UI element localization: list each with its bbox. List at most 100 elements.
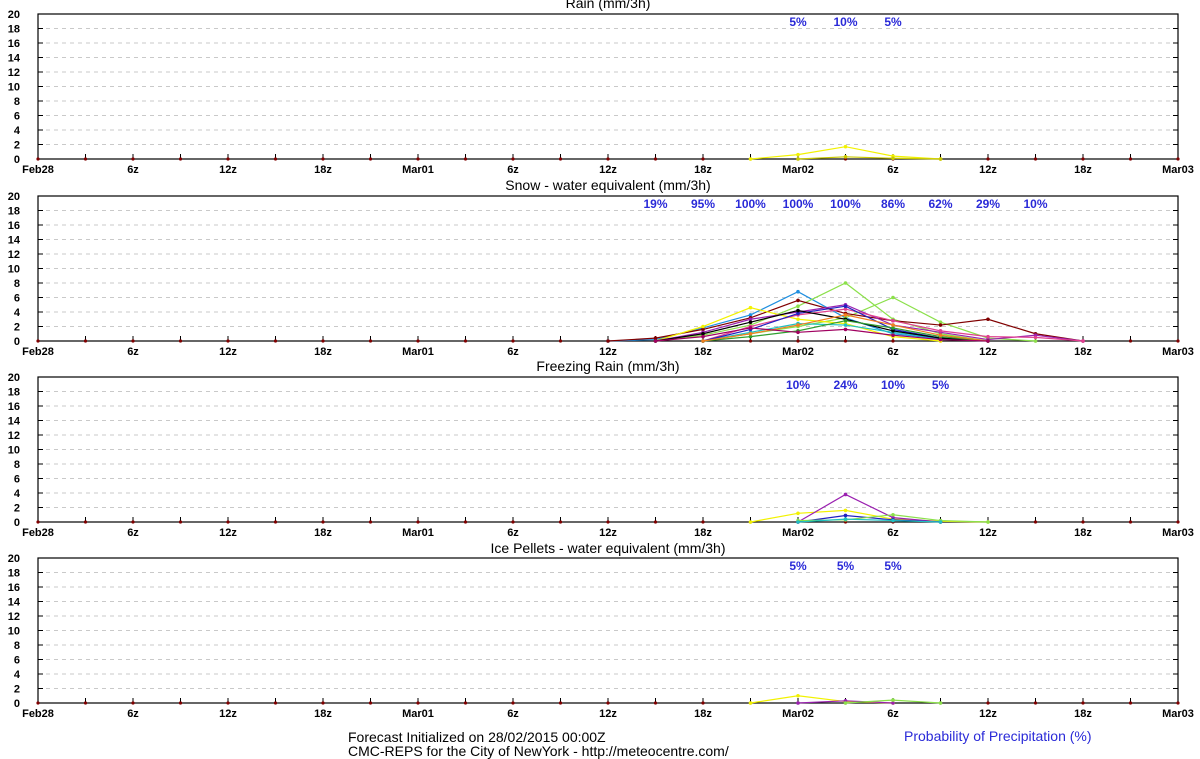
y-tick-label: 4 bbox=[14, 125, 21, 137]
y-tick-label: 2 bbox=[14, 503, 20, 515]
data-point bbox=[748, 305, 753, 310]
zero-marker bbox=[748, 339, 753, 343]
x-tick-label: 12z bbox=[599, 346, 617, 358]
data-point bbox=[843, 323, 848, 327]
zero-marker bbox=[321, 339, 325, 343]
zero-marker bbox=[891, 339, 895, 343]
y-tick-label: 2 bbox=[14, 140, 20, 152]
y-tick-label: 14 bbox=[8, 235, 21, 247]
y-tick-label: 10 bbox=[8, 264, 20, 276]
zero-marker bbox=[558, 339, 563, 343]
data-point bbox=[986, 339, 990, 343]
panel-1: Rain (mm/3h) 0 2 4 6 8 10 12 14 16 18 20 Feb28 6z 12z 1… bbox=[8, 0, 1194, 176]
zero-marker bbox=[463, 339, 468, 343]
panel-title: Freezing Rain (mm/3h) bbox=[536, 358, 679, 374]
data-point bbox=[843, 513, 848, 518]
series-line bbox=[655, 327, 989, 342]
y-tick-label: 4 bbox=[14, 488, 21, 500]
y-tick-label: 8 bbox=[14, 640, 20, 652]
y-tick-label: 20 bbox=[8, 553, 20, 565]
zero-marker bbox=[653, 701, 658, 705]
probability-label: 5% bbox=[884, 559, 902, 573]
data-point bbox=[748, 520, 753, 524]
x-tick-label: 12z bbox=[979, 527, 997, 539]
y-tick-label: 12 bbox=[8, 430, 20, 442]
x-tick-label: 18z bbox=[694, 164, 712, 176]
zero-marker bbox=[36, 701, 40, 705]
zero-marker bbox=[1176, 701, 1180, 705]
y-tick-label: 12 bbox=[8, 611, 20, 623]
y-tick-label: 14 bbox=[8, 416, 21, 428]
zero-marker bbox=[416, 701, 420, 705]
y-tick-label: 18 bbox=[8, 206, 20, 218]
x-tick-label: 18z bbox=[694, 346, 712, 358]
y-tick-label: 2 bbox=[14, 322, 20, 334]
data-point bbox=[938, 701, 943, 705]
probability-label: 86% bbox=[881, 197, 905, 211]
y-tick-label: 10 bbox=[8, 445, 20, 457]
probability-label: 10% bbox=[1023, 197, 1047, 211]
x-tick-label: 6z bbox=[127, 164, 139, 176]
data-point bbox=[843, 701, 848, 705]
probability-label: 5% bbox=[789, 559, 807, 573]
series-line bbox=[655, 309, 989, 342]
data-point bbox=[1033, 339, 1038, 343]
zero-marker bbox=[416, 339, 420, 343]
data-point bbox=[796, 157, 800, 161]
zero-marker bbox=[701, 157, 705, 161]
series-line bbox=[797, 493, 941, 523]
y-tick-label: 16 bbox=[8, 38, 20, 50]
zero-marker bbox=[463, 520, 468, 524]
x-tick-label: 6z bbox=[887, 164, 899, 176]
zero-marker bbox=[1128, 701, 1133, 705]
zero-marker bbox=[273, 701, 278, 705]
y-tick-label: 10 bbox=[8, 626, 20, 638]
zero-marker bbox=[178, 339, 183, 343]
probability-label: 10% bbox=[833, 15, 857, 29]
y-tick-label: 8 bbox=[14, 278, 20, 290]
data-point bbox=[843, 281, 848, 285]
y-tick-label: 8 bbox=[14, 96, 20, 108]
x-tick-label: 6z bbox=[127, 346, 139, 358]
data-point bbox=[891, 156, 895, 161]
zero-marker bbox=[368, 520, 373, 524]
probability-label: 100% bbox=[735, 197, 766, 211]
zero-marker bbox=[131, 157, 135, 161]
y-tick-label: 16 bbox=[8, 401, 20, 413]
data-point bbox=[1081, 339, 1085, 343]
probability-label: 95% bbox=[691, 197, 715, 211]
x-tick-label: 18z bbox=[694, 527, 712, 539]
zero-marker bbox=[463, 701, 468, 705]
x-tick-label: 12z bbox=[219, 164, 237, 176]
zero-marker bbox=[606, 701, 610, 705]
data-point bbox=[891, 318, 895, 323]
x-tick-label: 6z bbox=[887, 346, 899, 358]
data-point bbox=[891, 518, 895, 523]
zero-marker bbox=[701, 701, 705, 705]
data-point bbox=[938, 520, 943, 524]
x-tick-label: 18z bbox=[314, 708, 332, 720]
y-tick-label: 20 bbox=[8, 372, 20, 384]
zero-marker bbox=[368, 157, 373, 161]
data-point bbox=[796, 304, 800, 309]
data-point bbox=[701, 334, 705, 339]
zero-marker bbox=[558, 701, 563, 705]
probability-label: 62% bbox=[928, 197, 952, 211]
y-tick-label: 18 bbox=[8, 568, 20, 580]
y-tick-label: 6 bbox=[14, 293, 20, 305]
zero-marker bbox=[796, 339, 800, 343]
data-point bbox=[986, 334, 990, 339]
probability-label: 5% bbox=[932, 378, 950, 392]
y-tick-label: 12 bbox=[8, 249, 20, 261]
panel-title: Rain (mm/3h) bbox=[566, 0, 651, 11]
y-tick-label: 14 bbox=[8, 53, 21, 65]
zero-marker bbox=[1033, 520, 1038, 524]
data-point bbox=[701, 327, 705, 332]
x-tick-label: 12z bbox=[979, 708, 997, 720]
zero-marker bbox=[36, 157, 40, 161]
panel-3: Freezing Rain (mm/3h) 0 2 4 6 8 10 12 14 16 18 20 Fe… bbox=[8, 358, 1194, 539]
x-tick-label: 18z bbox=[314, 527, 332, 539]
x-tick-label: 12z bbox=[599, 527, 617, 539]
zero-marker bbox=[701, 520, 705, 524]
x-tick-label: Mar01 bbox=[402, 708, 434, 720]
